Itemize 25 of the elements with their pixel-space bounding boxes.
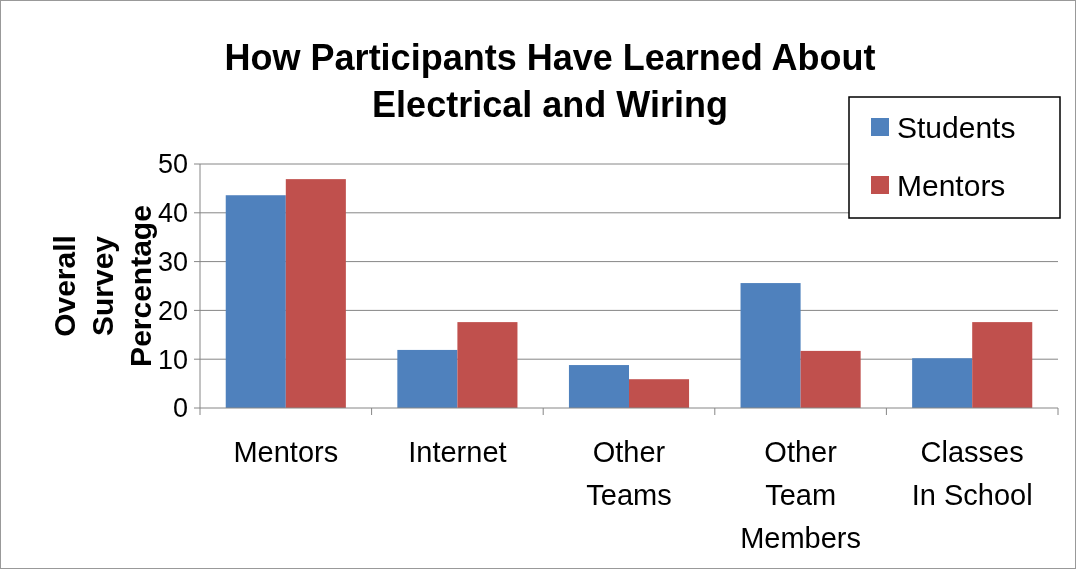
y-tick-label: 30 xyxy=(157,247,188,278)
y-axis-title: Overall Survey Percentage xyxy=(48,205,157,367)
legend-label: Students xyxy=(897,110,1016,144)
bar xyxy=(629,379,690,408)
y-tick-label: 20 xyxy=(157,295,188,326)
x-tick-label: Other Teams xyxy=(586,436,672,511)
chart-title: How Participants Have Learned About Electrical and Wiring xyxy=(224,37,876,125)
bar xyxy=(285,179,346,408)
y-tick-label: 0 xyxy=(172,393,188,424)
y-tick-label: 10 xyxy=(157,344,188,375)
x-tick-label: Other Team Members xyxy=(740,436,862,554)
bar xyxy=(800,350,861,408)
x-tick-label: Mentors xyxy=(233,436,339,468)
bar xyxy=(912,358,973,408)
bar xyxy=(397,349,458,408)
y-tick-label: 50 xyxy=(157,149,188,180)
y-tick-label: 40 xyxy=(157,198,188,229)
bar xyxy=(972,322,1033,408)
bar xyxy=(740,283,801,408)
legend-label: Mentors xyxy=(897,168,1006,202)
bar xyxy=(457,322,518,408)
bar xyxy=(568,365,629,408)
x-tick-label: Classes In School xyxy=(911,436,1033,511)
bar xyxy=(225,195,286,408)
x-tick-label: Internet xyxy=(408,436,507,468)
